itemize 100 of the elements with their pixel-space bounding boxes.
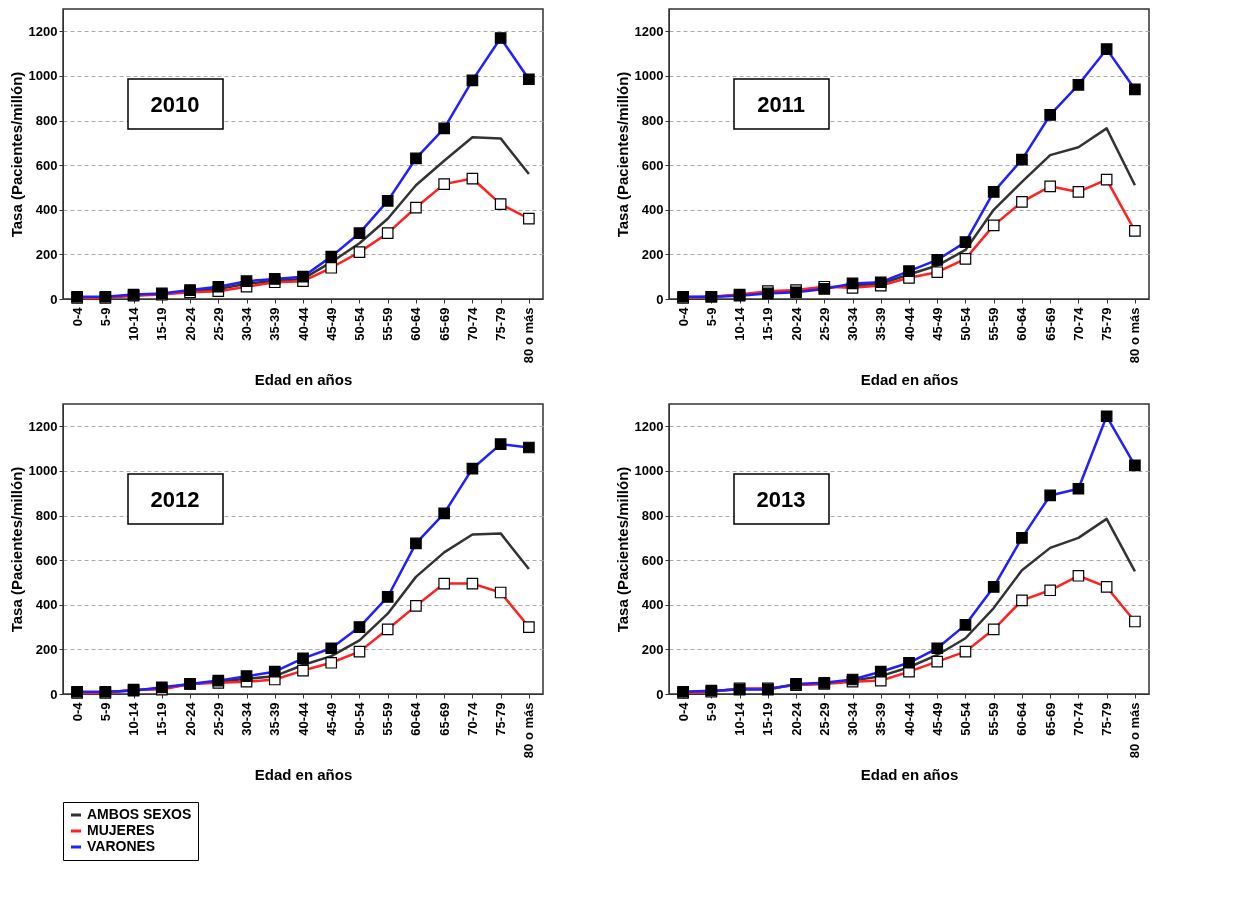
x-tick-label: 60-64 bbox=[1014, 306, 1030, 341]
x-tick-label: 35-39 bbox=[267, 307, 283, 341]
y-tick-label: 0 bbox=[50, 291, 58, 307]
x-tick-label: 45-49 bbox=[323, 307, 339, 341]
y-tick-label: 800 bbox=[641, 113, 664, 129]
x-tick-label: 40-44 bbox=[295, 701, 311, 736]
x-axis-title: Edad en años bbox=[254, 766, 353, 784]
text: 2013 bbox=[756, 487, 806, 512]
x-axis-title: Edad en años bbox=[860, 371, 959, 389]
x-tick-label: 5-9 bbox=[97, 307, 113, 327]
x-tick-label: 55-59 bbox=[986, 702, 1002, 736]
x-tick-label: 40-44 bbox=[901, 701, 917, 736]
text: 2012 bbox=[150, 487, 200, 512]
x-tick-label: 30-34 bbox=[845, 701, 861, 736]
y-tick-label: 400 bbox=[641, 202, 664, 218]
legend-label: AMBOS SEXOS bbox=[87, 806, 192, 822]
x-tick-label: 40-44 bbox=[295, 306, 311, 341]
x-tick-label: 45-49 bbox=[929, 307, 945, 341]
x-tick-label: 80 o más bbox=[521, 307, 537, 364]
y-tick-label: 1200 bbox=[634, 418, 664, 434]
y-tick-label: 1000 bbox=[28, 463, 58, 479]
y-tick-label: 200 bbox=[35, 246, 58, 262]
y-tick-label: 200 bbox=[641, 246, 664, 262]
y-tick-label: 600 bbox=[35, 157, 58, 173]
x-tick-label: 35-39 bbox=[873, 307, 889, 341]
x-tick-label: 75-79 bbox=[1099, 702, 1115, 736]
x-tick-label: 30-34 bbox=[239, 306, 255, 341]
x-tick-label: 25-29 bbox=[816, 702, 832, 736]
y-tick-label: 0 bbox=[50, 686, 58, 702]
x-tick-label: 65-69 bbox=[436, 702, 452, 736]
x-tick-label: 5-9 bbox=[97, 702, 113, 722]
x-tick-label: 55-59 bbox=[986, 307, 1002, 341]
x-tick-label: 5-9 bbox=[703, 702, 719, 722]
x-tick-label: 15-19 bbox=[154, 702, 170, 736]
x-tick-label: 25-29 bbox=[210, 702, 226, 736]
x-tick-label: 80 o más bbox=[1127, 307, 1143, 364]
x-tick-label: 65-69 bbox=[436, 307, 452, 341]
y-tick-label: 1000 bbox=[634, 68, 664, 84]
y-tick-label: 600 bbox=[641, 552, 664, 568]
x-tick-label: 65-69 bbox=[1042, 702, 1058, 736]
x-tick-label: 80 o más bbox=[521, 702, 537, 759]
x-tick-label: 15-19 bbox=[154, 307, 170, 341]
x-tick-label: 70-74 bbox=[1070, 306, 1086, 341]
x-tick-label: 65-69 bbox=[1042, 307, 1058, 341]
y-tick-label: 400 bbox=[35, 597, 58, 613]
y-axis-title: Tasa (Pacientes/millón) bbox=[7, 466, 25, 633]
x-tick-label: 45-49 bbox=[929, 702, 945, 736]
y-tick-label: 200 bbox=[641, 641, 664, 657]
y-tick-label: 800 bbox=[35, 113, 58, 129]
x-tick-label: 15-19 bbox=[760, 307, 776, 341]
x-tick-label: 45-49 bbox=[323, 702, 339, 736]
y-tick-label: 800 bbox=[641, 508, 664, 524]
x-tick-label: 70-74 bbox=[1070, 701, 1086, 736]
x-tick-label: 70-74 bbox=[464, 701, 480, 736]
x-tick-label: 35-39 bbox=[267, 702, 283, 736]
x-tick-label: 60-64 bbox=[408, 306, 424, 341]
x-tick-label: 0-4 bbox=[69, 306, 85, 327]
y-tick-label: 1200 bbox=[28, 418, 58, 434]
x-tick-label: 20-24 bbox=[182, 306, 198, 341]
x-tick-label: 25-29 bbox=[816, 307, 832, 341]
y-tick-label: 0 bbox=[656, 686, 664, 702]
x-tick-label: 70-74 bbox=[464, 306, 480, 341]
x-axis-title: Edad en años bbox=[860, 766, 959, 784]
x-tick-label: 0-4 bbox=[675, 306, 691, 327]
x-tick-label: 60-64 bbox=[1014, 701, 1030, 736]
y-tick-label: 800 bbox=[35, 508, 58, 524]
x-tick-label: 5-9 bbox=[703, 307, 719, 327]
y-tick-label: 1000 bbox=[634, 463, 664, 479]
y-tick-label: 600 bbox=[35, 552, 58, 568]
y-tick-label: 400 bbox=[35, 202, 58, 218]
x-tick-label: 20-24 bbox=[788, 306, 804, 341]
x-tick-label: 25-29 bbox=[210, 307, 226, 341]
x-tick-label: 50-54 bbox=[351, 701, 367, 736]
x-tick-label: 10-14 bbox=[126, 701, 142, 736]
x-tick-label: 50-54 bbox=[957, 306, 973, 341]
x-tick-label: 50-54 bbox=[957, 701, 973, 736]
y-tick-label: 400 bbox=[641, 597, 664, 613]
text: 2011 bbox=[757, 92, 805, 117]
x-tick-label: 0-4 bbox=[69, 701, 85, 722]
x-tick-label: 75-79 bbox=[493, 307, 509, 341]
x-tick-label: 55-59 bbox=[380, 702, 396, 736]
x-tick-label: 75-79 bbox=[493, 702, 509, 736]
x-tick-label: 30-34 bbox=[239, 701, 255, 736]
x-tick-label: 20-24 bbox=[788, 701, 804, 736]
x-tick-label: 50-54 bbox=[351, 306, 367, 341]
x-tick-label: 0-4 bbox=[675, 701, 691, 722]
y-axis-title: Tasa (Pacientes/millón) bbox=[7, 71, 25, 238]
x-tick-label: 60-64 bbox=[408, 701, 424, 736]
x-tick-label: 75-79 bbox=[1099, 307, 1115, 341]
x-axis-title: Edad en años bbox=[254, 371, 353, 389]
y-tick-label: 600 bbox=[641, 157, 664, 173]
x-tick-label: 10-14 bbox=[126, 306, 142, 341]
x-tick-label: 20-24 bbox=[182, 701, 198, 736]
legend-label: VARONES bbox=[87, 838, 156, 854]
text: 2010 bbox=[150, 92, 200, 117]
x-tick-label: 30-34 bbox=[845, 306, 861, 341]
y-tick-label: 1200 bbox=[28, 23, 58, 39]
x-tick-label: 10-14 bbox=[732, 306, 748, 341]
x-tick-label: 55-59 bbox=[380, 307, 396, 341]
y-tick-label: 200 bbox=[35, 641, 58, 657]
